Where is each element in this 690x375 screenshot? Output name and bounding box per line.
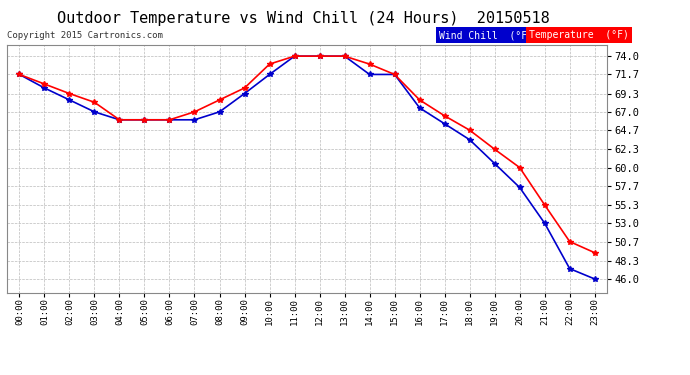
- Text: Temperature  (°F): Temperature (°F): [529, 30, 629, 40]
- Text: Wind Chill  (°F): Wind Chill (°F): [439, 30, 533, 40]
- Text: Copyright 2015 Cartronics.com: Copyright 2015 Cartronics.com: [7, 31, 163, 40]
- Text: Outdoor Temperature vs Wind Chill (24 Hours)  20150518: Outdoor Temperature vs Wind Chill (24 Ho…: [57, 11, 550, 26]
